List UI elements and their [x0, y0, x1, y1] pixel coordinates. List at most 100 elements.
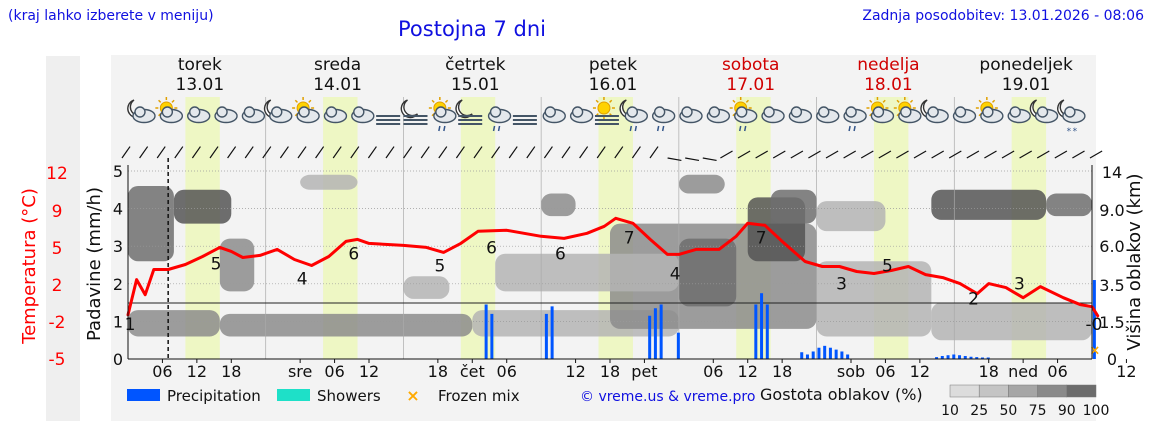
copyright: © vreme.us & vreme.pro	[580, 389, 755, 405]
cloud-rain-icon	[651, 106, 676, 132]
precip-bar	[760, 293, 764, 359]
precip-bar	[1092, 280, 1096, 359]
wind-barb	[860, 150, 874, 159]
cloud-band	[128, 310, 220, 337]
moon-cloud-icon	[127, 99, 156, 124]
sun-ray	[595, 99, 599, 103]
cloud-icon	[816, 106, 840, 124]
sun-cloud-icon	[893, 97, 922, 124]
rain-drop	[738, 125, 742, 132]
x-tick-label: ned	[1008, 362, 1038, 381]
wind-barb	[1001, 150, 1015, 159]
day-date: 17.01	[726, 75, 775, 95]
sun-disc	[597, 101, 611, 115]
frozen-marker: ×	[1089, 344, 1100, 359]
sun-cloud-icon	[292, 97, 320, 124]
cloud-band	[678, 238, 737, 307]
wind-barb	[579, 146, 589, 159]
wind-barb	[508, 146, 518, 159]
wind-barb	[315, 146, 325, 159]
precip-bar	[823, 345, 827, 359]
cloud-icon	[351, 106, 375, 124]
x-tick-label: 12	[910, 362, 930, 381]
moon-cloud-icon	[920, 99, 949, 124]
cloud-puff	[763, 106, 775, 118]
wind-barb	[755, 150, 769, 159]
wind-barb	[825, 150, 839, 159]
wind-barb	[491, 146, 501, 159]
wind-barb	[808, 150, 821, 159]
cloud-rain-icon	[843, 106, 867, 132]
axis-band	[46, 56, 80, 421]
day-date: 19.01	[1002, 75, 1051, 95]
wind-barb	[332, 146, 342, 159]
cloud-height-tick: 3.5	[1099, 276, 1124, 295]
rain-drop	[848, 125, 851, 132]
temperature-label: 3	[1014, 275, 1025, 295]
rain-drop	[629, 125, 633, 132]
wind-barb	[526, 146, 536, 159]
precip-bar	[834, 349, 838, 359]
cloud-band	[128, 186, 174, 262]
fog-icon	[512, 115, 537, 125]
precip-bar	[800, 352, 804, 359]
day-name: petek	[589, 55, 637, 75]
precip-bar	[676, 332, 680, 359]
cloud-puff	[188, 106, 201, 118]
temp-tick: 9	[52, 202, 63, 222]
wind-barb	[1072, 150, 1085, 159]
cloud-scale-step	[1037, 384, 1068, 398]
sun-rain-icon	[428, 97, 457, 132]
wind-barb	[843, 150, 857, 159]
cloud-icon	[569, 106, 594, 124]
cloud-icon	[679, 106, 703, 124]
moon-crescent	[455, 99, 473, 119]
precip-axis-label: Padavine (mm/h)	[84, 187, 105, 341]
cloud-puff	[216, 106, 228, 118]
precip-bar	[935, 357, 939, 359]
precip-bar	[975, 357, 979, 359]
cloud-puff	[790, 106, 803, 118]
temperature-label: 3	[836, 275, 847, 295]
cloud-scale-label: 10	[941, 403, 959, 419]
cloud-icon	[323, 106, 348, 124]
cloud-puff	[681, 106, 693, 118]
cloud-band	[931, 302, 1092, 341]
wind-barb	[1089, 150, 1103, 159]
precip-bar	[805, 354, 809, 359]
cloud-scale-title: Gostota oblakov (%)	[760, 385, 923, 404]
cloud-scale-label: 75	[1029, 403, 1047, 419]
moon-cloud-icon	[1029, 99, 1059, 124]
cloud-band	[219, 313, 473, 337]
cloud-rain-icon	[487, 106, 512, 132]
cloud-band	[770, 189, 817, 224]
cloud-scale-step	[1066, 384, 1097, 398]
x-tick-label: 06	[497, 362, 517, 381]
rain-drop	[853, 125, 856, 132]
precip-tick: 5	[113, 162, 123, 181]
wind-barb	[966, 150, 980, 159]
temperature-label: -0	[1086, 315, 1103, 335]
cloud-puff	[435, 106, 447, 118]
snow-flake: *	[1073, 127, 1078, 137]
cloud-puff	[900, 106, 912, 118]
day-name: sreda	[314, 55, 361, 75]
cloud-scale-label: 100	[1083, 403, 1110, 419]
cloud-puff	[161, 106, 174, 118]
sun-cloud-icon	[866, 97, 895, 124]
x-tick-label: sre	[288, 362, 312, 381]
precip-bar	[484, 304, 488, 359]
rain-drop	[492, 125, 496, 132]
day-name: torek	[178, 55, 222, 75]
wind-barb	[191, 146, 201, 159]
wind-barb	[279, 146, 289, 159]
x-tick-label: pet	[631, 362, 657, 381]
precipitation-layer: ×	[484, 280, 1100, 359]
sun-ray	[978, 99, 982, 103]
precip-tick: 2	[113, 275, 123, 294]
wind-barb	[614, 146, 624, 159]
cloud-puff	[954, 106, 967, 118]
rain-drop	[497, 125, 501, 132]
